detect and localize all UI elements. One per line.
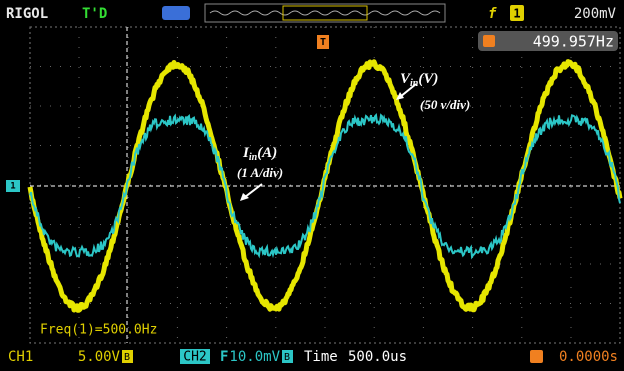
current-scale: (1 A/div)	[237, 165, 283, 180]
trigger-level: 200mV	[574, 6, 617, 22]
memory-icon	[162, 6, 190, 20]
ch1-label: CH1	[8, 349, 33, 365]
trigger-channel: 1	[513, 7, 520, 21]
brand: RIGOL	[6, 6, 48, 22]
ch1-scale: 5.00V	[78, 349, 121, 365]
ch2-filter: F	[220, 349, 228, 365]
trigger-frequency: 499.957Hz	[533, 33, 614, 51]
ch2-label: CH2	[183, 350, 206, 365]
voltage-scale: (50 v/div)	[420, 97, 470, 112]
ch2-scale: 10.0mV	[229, 349, 280, 365]
ch2-coupling: B	[284, 352, 290, 363]
offset-icon	[530, 350, 543, 363]
status: T'D	[82, 6, 107, 22]
trigger-marker: T	[320, 37, 326, 48]
trigger-offset: 0.0000s	[559, 349, 618, 365]
oscilloscope-screen: RIGOL T'D f 1 200mV T 499.957Hz 1 Vin(V)…	[0, 0, 624, 371]
current-label: Iin(A)	[242, 145, 277, 163]
measurement: Freq(1)=500.0Hz	[40, 323, 157, 338]
current-unit: (A)	[257, 145, 277, 161]
frequency-icon	[483, 35, 495, 47]
ch1-coupling: B	[124, 352, 130, 363]
channel-marker: 1	[10, 182, 15, 192]
time-label: Time	[304, 349, 338, 365]
voltage-unit: (V)	[418, 71, 438, 87]
trigger-slope: f	[488, 6, 497, 22]
voltage-label: Vin(V)	[400, 71, 438, 89]
time-base: 500.0us	[348, 349, 407, 365]
